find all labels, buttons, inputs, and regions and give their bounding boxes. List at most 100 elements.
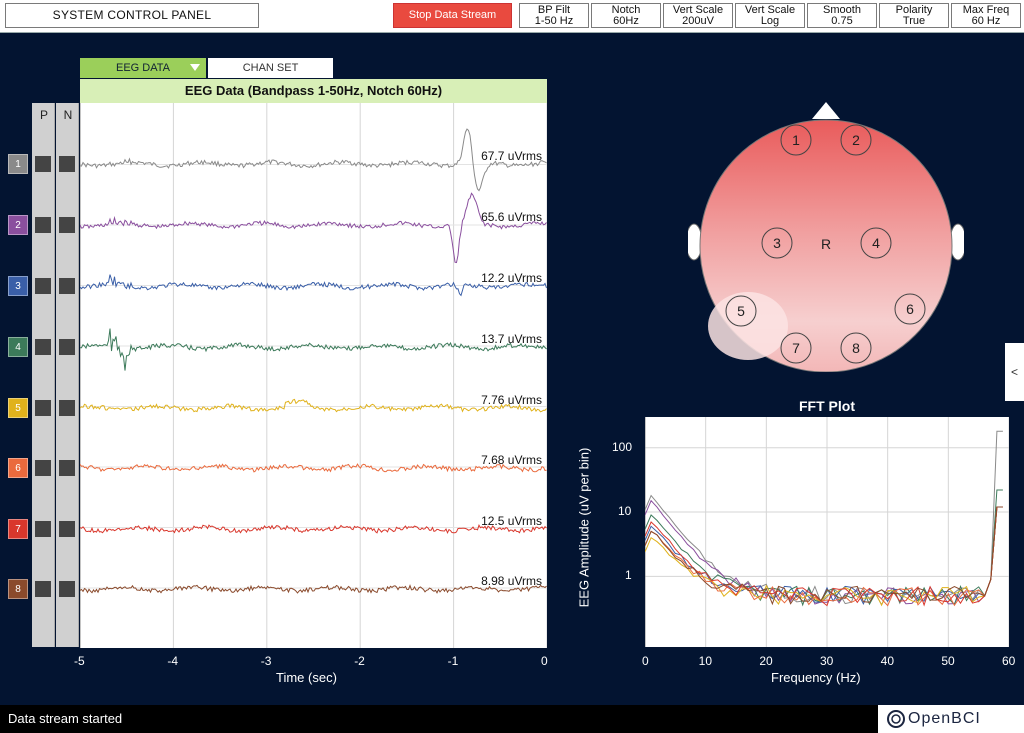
channel-4-n-toggle[interactable] <box>59 339 75 355</box>
channel-3-n-toggle[interactable] <box>59 278 75 294</box>
eeg-trace-channel-4 <box>80 328 547 371</box>
status-bar: Data stream started <box>0 705 878 733</box>
electrode-5-label: 5 <box>737 303 745 319</box>
fft-y-axis-label: EEG Amplitude (uV per bin) <box>576 447 592 608</box>
vert-scale-button[interactable]: Vert Scale 200uV <box>663 3 733 28</box>
electrode-8-marker <box>840 332 872 364</box>
rms-label-channel-3: 12.2 uVrms <box>481 271 542 285</box>
eeg-x-tick: 0 <box>541 654 548 668</box>
fft-x-tick: 50 <box>941 654 955 668</box>
top-toolbar: SYSTEM CONTROL PANEL Stop Data Stream BP… <box>0 0 1024 33</box>
channel-4-toggle[interactable]: 4 <box>8 337 28 357</box>
channel-8-n-toggle[interactable] <box>59 581 75 597</box>
channel-5-p-toggle[interactable] <box>35 400 51 416</box>
electrode-5-marker <box>725 295 757 327</box>
max-freq-value: 60 Hz <box>971 15 1001 27</box>
fft-trace-channel-4 <box>644 489 1003 607</box>
channel-1-p-toggle[interactable] <box>35 156 51 172</box>
eeg-x-axis-label: Time (sec) <box>276 670 337 685</box>
eeg-trace-channel-5 <box>79 398 547 413</box>
eeg-x-tick: -5 <box>74 654 85 668</box>
eeg-trace-channel-7 <box>79 524 547 535</box>
electrode-7-marker <box>780 332 812 364</box>
smooth-label: Smooth <box>823 4 861 16</box>
channel-7-n-toggle[interactable] <box>59 521 75 537</box>
fft-vert-scale-label: Vert Scale <box>744 4 796 16</box>
channel-8-toggle[interactable]: 8 <box>8 579 28 599</box>
channel-5-toggle[interactable]: 5 <box>8 398 28 418</box>
rms-label-channel-4: 13.7 uVrms <box>481 332 542 346</box>
eeg-plot-svg: 67.7 uVrms 65.6 uVrms 12.2 uVrms 13.7 uVrms… <box>79 103 548 648</box>
channel-6-n-toggle[interactable] <box>59 460 75 476</box>
eeg-x-tick: -4 <box>167 654 179 668</box>
channel-2-n-toggle[interactable] <box>59 217 75 233</box>
vert-scale-value: 200uV <box>682 15 714 27</box>
electrode-3-marker <box>761 227 793 259</box>
eeg-trace-channel-6 <box>79 463 547 473</box>
notch-label: Notch <box>611 4 641 16</box>
fft-y-tick: 10 <box>618 504 632 519</box>
eeg-trace-channel-3 <box>79 274 547 297</box>
electrode-2-label: 2 <box>852 132 860 148</box>
channel-7-p-toggle[interactable] <box>35 521 51 537</box>
tab-chan-set[interactable]: CHAN SET <box>208 58 333 78</box>
channel-1-n-toggle[interactable] <box>59 156 75 172</box>
fft-x-tick: 60 <box>1002 654 1016 668</box>
channel-1-toggle[interactable]: 1 <box>8 154 28 174</box>
fft-x-axis-label: Frequency (Hz) <box>771 670 861 685</box>
eeg-x-tick: -2 <box>354 654 365 668</box>
electrode-4-label: 4 <box>872 235 880 251</box>
notch-button[interactable]: Notch 60Hz <box>591 3 661 28</box>
dropdown-triangle-icon[interactable] <box>190 64 200 71</box>
fft-plot <box>644 417 1010 647</box>
max-freq-button[interactable]: Max Freq 60 Hz <box>951 3 1021 28</box>
bp-filter-button[interactable]: BP Filt 1-50 Hz <box>519 3 589 28</box>
rms-label-channel-5: 7.76 uVrms <box>481 393 542 407</box>
p-column <box>32 103 55 647</box>
notch-value: 60Hz <box>613 15 639 27</box>
channel-2-p-toggle[interactable] <box>35 217 51 233</box>
polarity-button[interactable]: Polarity True <box>879 3 949 28</box>
system-control-panel-button[interactable]: SYSTEM CONTROL PANEL <box>5 3 259 28</box>
channel-8-p-toggle[interactable] <box>35 581 51 597</box>
channel-6-p-toggle[interactable] <box>35 460 51 476</box>
openbci-logo-text: OpenBCI <box>908 710 981 727</box>
eeg-x-tick: -1 <box>447 654 459 668</box>
fft-trace-channel-7 <box>644 506 1003 607</box>
fft-trace-channel-8 <box>644 506 1003 606</box>
fft-x-tick: 20 <box>759 654 773 668</box>
collapse-side-panel-button[interactable]: < <box>1005 343 1024 401</box>
smooth-value: 0.75 <box>831 15 853 27</box>
eeg-time-series-plot: 67.7 uVrms 65.6 uVrms 12.2 uVrms 13.7 uVrms… <box>79 103 548 648</box>
tab-eeg-data[interactable]: EEG DATA <box>80 58 206 78</box>
channel-2-toggle[interactable]: 2 <box>8 215 28 235</box>
max-freq-label: Max Freq <box>962 4 1010 16</box>
fft-trace-channel-1 <box>644 430 1003 606</box>
channel-4-p-toggle[interactable] <box>35 339 51 355</box>
channel-3-p-toggle[interactable] <box>35 278 51 294</box>
vert-scale-label: Vert Scale <box>672 4 724 16</box>
n-column <box>56 103 79 647</box>
head-plot-region <box>708 292 788 360</box>
smooth-button[interactable]: Smooth 0.75 <box>807 3 877 28</box>
eeg-trace-channel-1 <box>79 128 547 192</box>
eeg-x-tick: -3 <box>260 654 272 668</box>
n-column-header: N <box>63 108 73 122</box>
polarity-label: Polarity <box>895 4 933 16</box>
electrode-6-marker <box>894 293 926 325</box>
rms-label-channel-2: 65.6 uVrms <box>481 210 542 224</box>
polarity-value: True <box>902 15 926 27</box>
channel-7-toggle[interactable]: 7 <box>8 519 28 539</box>
fft-vert-scale-value: Log <box>760 15 780 27</box>
stop-data-stream-button[interactable]: Stop Data Stream <box>393 3 512 28</box>
channel-5-n-toggle[interactable] <box>59 400 75 416</box>
electrode-4-marker <box>860 227 892 259</box>
fft-vert-scale-button[interactable]: Vert Scale Log <box>735 3 805 28</box>
bp-filter-value: 1-50 Hz <box>534 15 574 27</box>
eeg-trace-channel-8 <box>79 584 547 594</box>
fft-trace-channel-6 <box>644 506 1003 607</box>
channel-3-toggle[interactable]: 3 <box>8 276 28 296</box>
channel-6-toggle[interactable]: 6 <box>8 458 28 478</box>
fft-plot-title: FFT Plot <box>799 398 855 414</box>
fft-y-tick: 100 <box>612 439 633 454</box>
